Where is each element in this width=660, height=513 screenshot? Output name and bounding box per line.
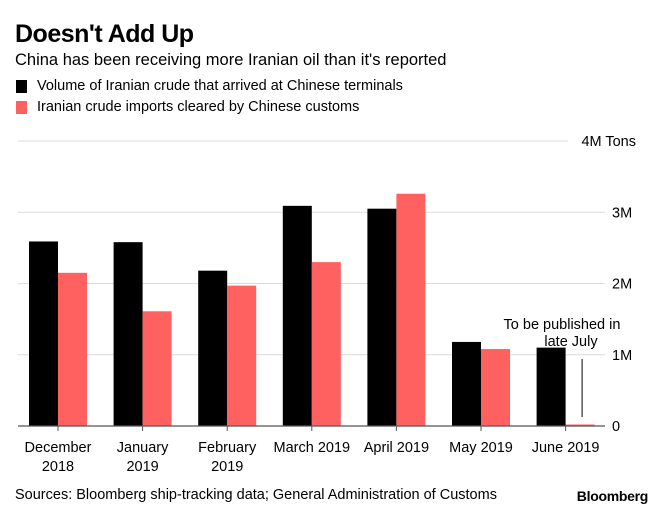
legend-item-arrived: Volume of Iranian crude that arrived at … (16, 78, 403, 94)
x-tick-label-line: January (117, 440, 169, 456)
legend-label: Volume of Iranian crude that arrived at … (37, 78, 403, 94)
x-tick-label-line: December (25, 440, 92, 456)
y-tick-label: 2M (612, 277, 632, 293)
source-note: Sources: Bloomberg ship-tracking data; G… (15, 487, 497, 503)
bar-arrived (536, 347, 566, 426)
bar-arrived (113, 242, 143, 426)
bar-cleared (142, 311, 172, 426)
bar-arrived (282, 205, 312, 426)
brand-logo: Bloomberg (576, 488, 649, 504)
chart-title: Doesn't Add Up (15, 20, 194, 48)
x-tick-label: February 2019 (198, 440, 257, 475)
x-tick-label-line: March 2019 (274, 440, 351, 456)
x-tick-label-line: 2019 (126, 459, 158, 475)
legend-swatch-red (16, 100, 27, 114)
annotation-text-line: To be published in (504, 317, 621, 333)
bar-arrived (198, 270, 228, 426)
x-tick-label: March 2019 (274, 440, 351, 456)
x-tick-label: January 2019 (117, 440, 169, 475)
x-tick-label-line: 2019 (211, 459, 243, 475)
legend-label: Iranian crude imports cleared by Chinese… (37, 99, 360, 115)
bar-cleared (396, 193, 426, 426)
x-tick-label-line: June 2019 (532, 440, 600, 456)
x-tick-label: May 2019 (449, 440, 513, 456)
x-tick-label-line: April 2019 (364, 440, 429, 456)
bar-cleared (565, 424, 595, 426)
x-tick-label-line: May 2019 (449, 440, 513, 456)
x-tick-label: April 2019 (364, 440, 429, 456)
x-tick-label: June 2019 (532, 440, 600, 456)
x-tick-label: December 2018 (25, 440, 92, 475)
legend-swatch-black (16, 79, 27, 93)
annotation-text: To be published in late July (504, 317, 621, 350)
y-tick-label: 3M (612, 205, 632, 221)
x-tick-label-line: February (198, 440, 257, 456)
y-tick-label: 4M Tons (581, 134, 636, 150)
bar-cleared (58, 272, 87, 426)
y-tick-label: 1M (612, 348, 632, 364)
y-tick-label: 0 (612, 419, 620, 435)
legend-item-cleared: Iranian crude imports cleared by Chinese… (16, 99, 359, 115)
x-tick-label-line: 2018 (42, 459, 74, 475)
bar-arrived (29, 241, 58, 426)
bar-arrived (367, 208, 397, 426)
bar-cleared (227, 285, 257, 426)
annotation-text-line: late July (544, 334, 598, 350)
bar-arrived (452, 341, 481, 426)
bar-cleared (311, 262, 341, 426)
chart-subtitle: China has been receiving more Iranian oi… (15, 51, 447, 69)
bar-cleared (481, 349, 510, 426)
